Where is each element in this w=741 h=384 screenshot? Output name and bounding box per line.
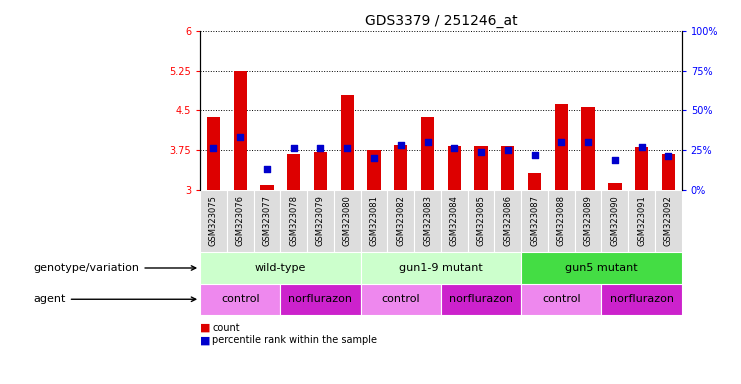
Text: GSM323083: GSM323083 bbox=[423, 195, 432, 246]
Text: genotype/variation: genotype/variation bbox=[33, 263, 196, 273]
Bar bbox=[361, 190, 388, 252]
Bar bbox=[307, 190, 334, 252]
Point bbox=[502, 147, 514, 153]
Bar bbox=[361, 284, 441, 315]
Text: GSM323092: GSM323092 bbox=[664, 195, 673, 246]
Point bbox=[448, 146, 460, 152]
Text: percentile rank within the sample: percentile rank within the sample bbox=[212, 335, 377, 345]
Bar bbox=[280, 190, 307, 252]
Text: norflurazon: norflurazon bbox=[610, 294, 674, 304]
Bar bbox=[628, 190, 655, 252]
Bar bbox=[582, 107, 595, 190]
Text: control: control bbox=[542, 294, 581, 304]
Point bbox=[234, 134, 246, 141]
Bar bbox=[635, 147, 648, 190]
Bar bbox=[260, 185, 273, 190]
Bar bbox=[388, 190, 414, 252]
Bar bbox=[528, 173, 541, 190]
Text: GSM323078: GSM323078 bbox=[289, 195, 298, 246]
Text: count: count bbox=[212, 323, 240, 333]
Text: GSM323085: GSM323085 bbox=[476, 195, 485, 246]
Text: ■: ■ bbox=[200, 323, 214, 333]
Bar bbox=[441, 284, 521, 315]
Bar bbox=[207, 117, 220, 190]
Point bbox=[662, 153, 674, 159]
Text: agent: agent bbox=[33, 294, 196, 304]
Point bbox=[582, 139, 594, 145]
Text: control: control bbox=[221, 294, 259, 304]
Text: GSM323090: GSM323090 bbox=[611, 195, 619, 246]
Bar bbox=[361, 252, 521, 284]
Text: GSM323089: GSM323089 bbox=[584, 195, 593, 246]
Point bbox=[207, 146, 219, 152]
Bar bbox=[313, 152, 328, 190]
Bar bbox=[200, 284, 280, 315]
Text: GSM323088: GSM323088 bbox=[556, 195, 566, 246]
Bar bbox=[421, 117, 434, 190]
Bar bbox=[521, 252, 682, 284]
Bar bbox=[474, 146, 488, 190]
Bar bbox=[468, 190, 494, 252]
Text: GSM323080: GSM323080 bbox=[343, 195, 352, 246]
Bar bbox=[227, 190, 253, 252]
Text: wild-type: wild-type bbox=[255, 263, 306, 273]
Text: norflurazon: norflurazon bbox=[288, 294, 353, 304]
Point bbox=[475, 149, 487, 155]
Point bbox=[342, 146, 353, 152]
Point bbox=[609, 157, 621, 163]
Point bbox=[288, 146, 299, 152]
Bar bbox=[394, 145, 408, 190]
Bar bbox=[494, 190, 521, 252]
Bar bbox=[414, 190, 441, 252]
Text: GSM323082: GSM323082 bbox=[396, 195, 405, 246]
Text: GSM323084: GSM323084 bbox=[450, 195, 459, 246]
Point bbox=[528, 152, 540, 158]
Bar bbox=[521, 190, 548, 252]
Bar bbox=[280, 284, 361, 315]
Bar bbox=[253, 190, 280, 252]
Text: control: control bbox=[382, 294, 420, 304]
Bar bbox=[575, 190, 602, 252]
Bar bbox=[448, 146, 461, 190]
Bar bbox=[662, 154, 675, 190]
Text: gun5 mutant: gun5 mutant bbox=[565, 263, 638, 273]
Text: GSM323077: GSM323077 bbox=[262, 195, 271, 246]
Bar bbox=[602, 190, 628, 252]
Bar bbox=[602, 284, 682, 315]
Text: GSM323076: GSM323076 bbox=[236, 195, 245, 246]
Bar bbox=[441, 190, 468, 252]
Text: GSM323087: GSM323087 bbox=[530, 195, 539, 246]
Bar bbox=[287, 154, 300, 190]
Point bbox=[368, 155, 380, 161]
Bar bbox=[501, 146, 514, 190]
Bar bbox=[341, 96, 354, 190]
Point bbox=[395, 142, 407, 148]
Bar bbox=[608, 184, 622, 190]
Point bbox=[556, 139, 568, 145]
Bar bbox=[200, 252, 361, 284]
Text: GSM323086: GSM323086 bbox=[503, 195, 512, 246]
Bar bbox=[233, 71, 247, 190]
Title: GDS3379 / 251246_at: GDS3379 / 251246_at bbox=[365, 14, 517, 28]
Text: gun1-9 mutant: gun1-9 mutant bbox=[399, 263, 483, 273]
Point bbox=[261, 166, 273, 172]
Bar bbox=[200, 190, 227, 252]
Point bbox=[636, 144, 648, 150]
Text: GSM323081: GSM323081 bbox=[370, 195, 379, 246]
Bar bbox=[554, 104, 568, 190]
Bar bbox=[368, 150, 381, 190]
Text: GSM323075: GSM323075 bbox=[209, 195, 218, 246]
Point bbox=[314, 146, 326, 152]
Point bbox=[422, 139, 433, 145]
Text: GSM323091: GSM323091 bbox=[637, 195, 646, 246]
Text: ■: ■ bbox=[200, 335, 214, 345]
Bar bbox=[548, 190, 575, 252]
Bar bbox=[334, 190, 361, 252]
Text: GSM323079: GSM323079 bbox=[316, 195, 325, 246]
Bar bbox=[655, 190, 682, 252]
Bar bbox=[521, 284, 602, 315]
Text: norflurazon: norflurazon bbox=[449, 294, 513, 304]
